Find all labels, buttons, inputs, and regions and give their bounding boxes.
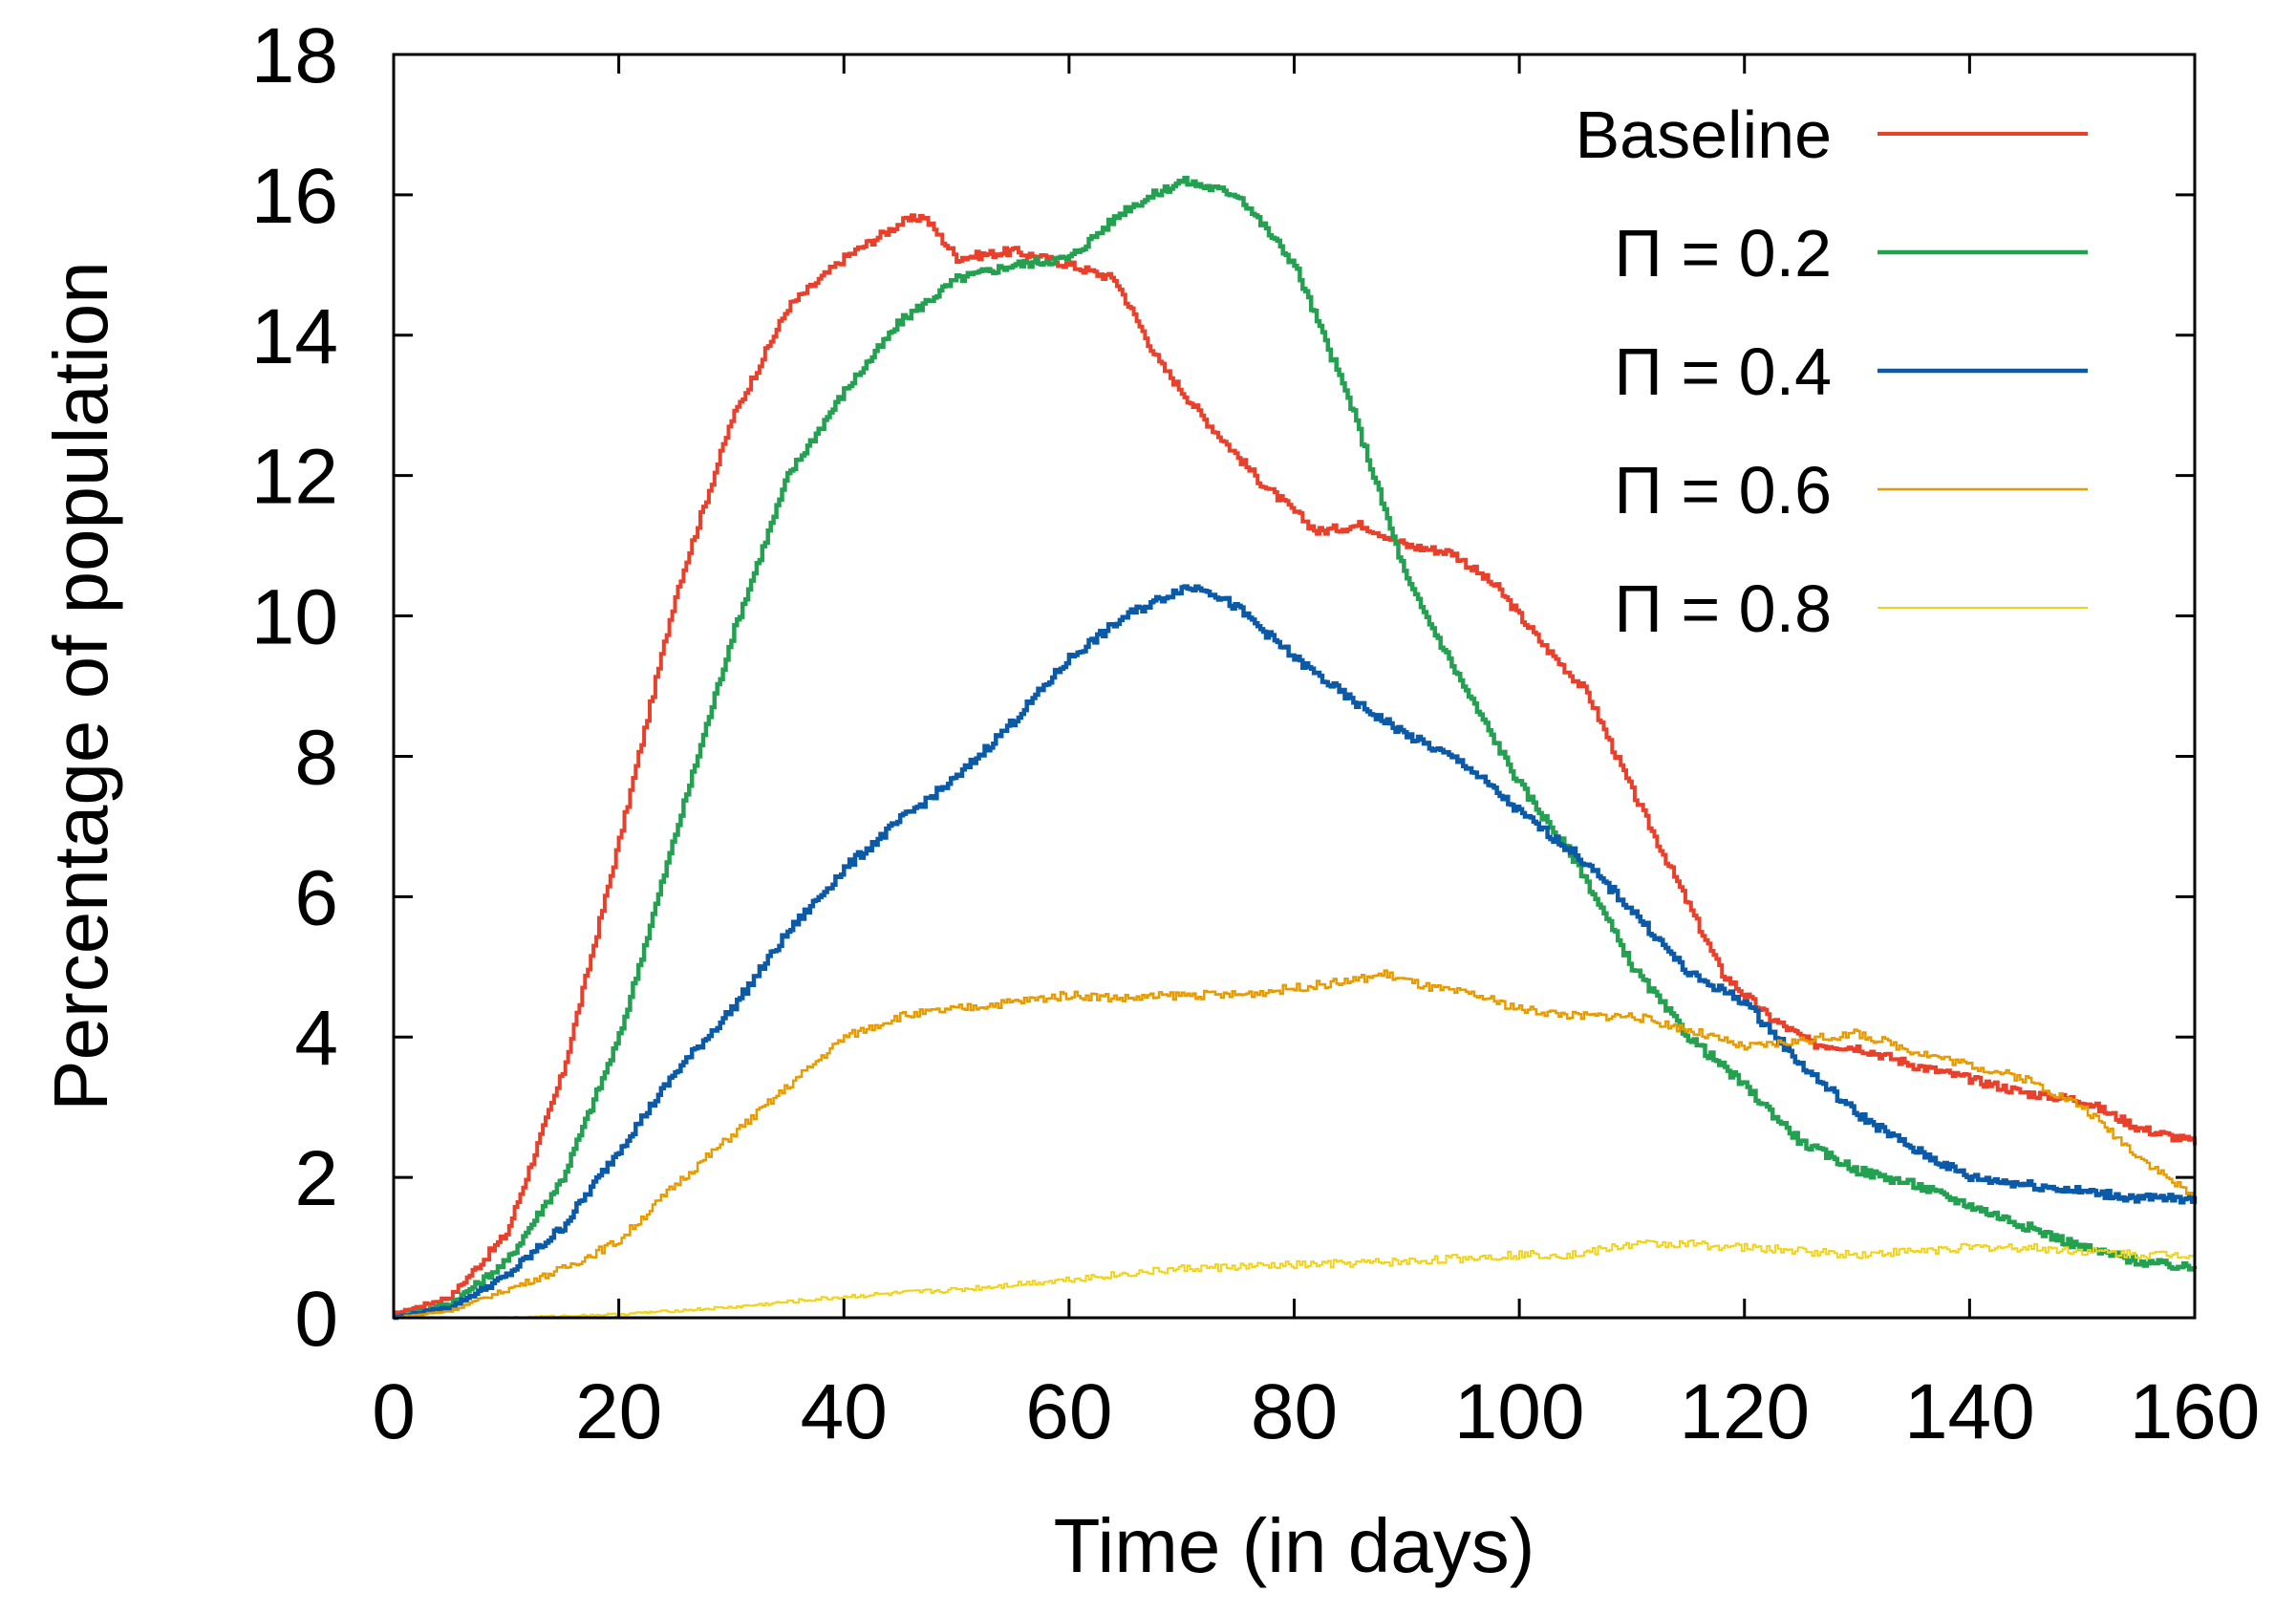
x-axis-title: Time (in days) <box>1054 1503 1535 1588</box>
y-tick-label: 12 <box>251 434 338 521</box>
y-tick-label: 6 <box>294 854 338 941</box>
legend-label: Baseline <box>1575 97 1832 172</box>
y-tick-label: 4 <box>294 995 338 1082</box>
x-tick-label: 160 <box>2130 1368 2261 1455</box>
y-tick-label: 2 <box>294 1135 338 1222</box>
plot-area-frame <box>392 53 2197 1320</box>
y-axis-title: Percentage of population <box>38 261 123 1111</box>
x-tick-label: 60 <box>1025 1368 1112 1455</box>
y-tick-label: 8 <box>294 714 338 801</box>
x-tick-label: 120 <box>1679 1368 1810 1455</box>
series-line-5 <box>394 1239 2196 1319</box>
legend-label: Π = 0.4 <box>1614 334 1832 409</box>
y-tick-label: 18 <box>251 12 338 99</box>
series-line-2 <box>394 175 2198 1321</box>
y-tick-labels: 0 2 4 6 8 10 12 14 16 18 <box>251 12 338 1363</box>
series-line-3 <box>394 584 2198 1321</box>
series-layer <box>394 175 2198 1321</box>
x-tick-label: 140 <box>1904 1368 2035 1455</box>
x-tick-label: 0 <box>372 1368 416 1455</box>
series-line-4 <box>394 969 2197 1320</box>
y-tick-label: 14 <box>251 293 338 380</box>
y-tick-label: 0 <box>294 1276 338 1363</box>
legend-label: Π = 0.8 <box>1614 571 1832 646</box>
y-tick-label: 10 <box>251 574 338 661</box>
x-tick-labels: 0 20 40 60 80 100 120 140 160 <box>372 1368 2260 1455</box>
legend-label: Π = 0.2 <box>1614 216 1832 291</box>
x-tick-label: 80 <box>1251 1368 1338 1455</box>
legend-label: Π = 0.6 <box>1614 453 1832 527</box>
series-line-1 <box>394 213 2197 1316</box>
x-tick-label: 40 <box>801 1368 888 1455</box>
x-tick-label: 20 <box>575 1368 662 1455</box>
x-tick-label: 100 <box>1454 1368 1585 1455</box>
legend: Baseline Π = 0.2 Π = 0.4 Π = 0.6 Π = 0.8 <box>1575 97 2088 646</box>
y-tick-label: 16 <box>251 153 338 240</box>
